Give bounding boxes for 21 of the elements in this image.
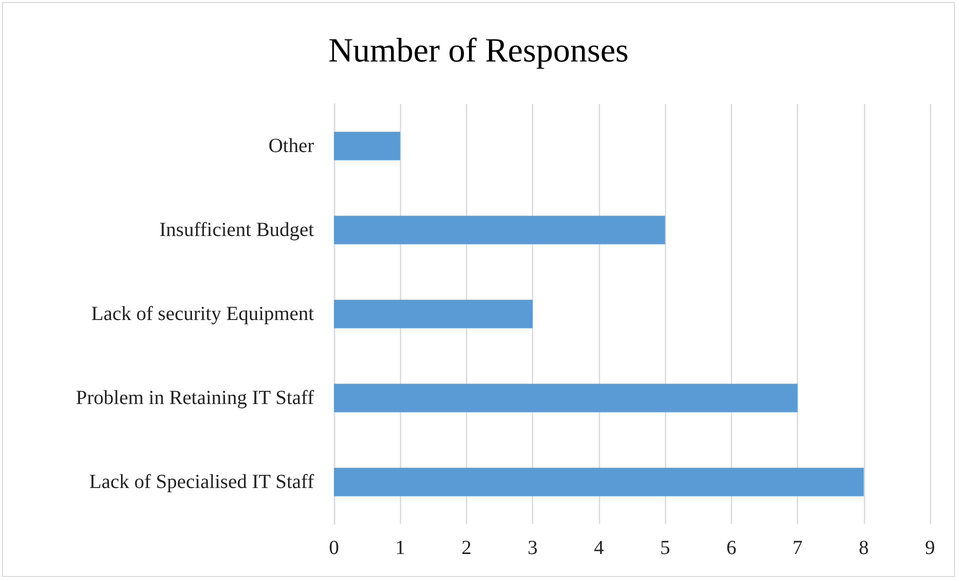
x-tick-label: 0 [329, 537, 339, 559]
y-tick-label: Insufficient Budget [159, 219, 314, 241]
bar [334, 132, 400, 160]
x-tick-label: 2 [461, 537, 472, 559]
bar [334, 468, 864, 496]
bar [334, 300, 533, 328]
x-tick-label: 5 [660, 537, 670, 559]
bar [334, 216, 666, 244]
x-tick-label: 4 [594, 537, 604, 559]
x-tick-label: 6 [726, 537, 736, 559]
y-tick-label: Lack of Specialised IT Staff [89, 471, 314, 493]
x-tick-label: 7 [792, 537, 803, 559]
x-tick-label: 9 [925, 537, 935, 559]
x-tick-label: 1 [395, 537, 406, 559]
y-tick-label: Problem in Retaining IT Staff [76, 387, 314, 409]
y-tick-label: Other [268, 135, 314, 157]
x-tick-label: 3 [528, 537, 538, 559]
x-tick-label: 8 [858, 537, 869, 559]
chart-title: Number of Responses [328, 32, 629, 70]
bar [334, 384, 798, 412]
y-tick-label: Lack of security Equipment [91, 303, 314, 325]
